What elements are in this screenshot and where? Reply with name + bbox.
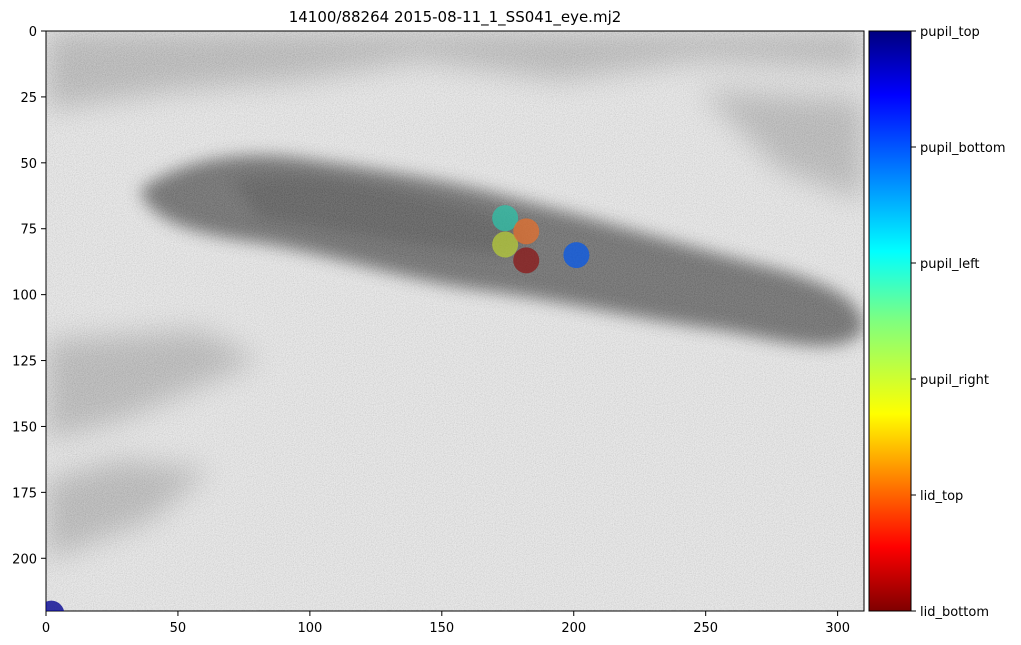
x-tick-label: 100 — [297, 621, 322, 636]
y-tick-label: 0 — [29, 25, 37, 40]
plot-frame — [45, 30, 865, 612]
chart-title: 14100/88264 2015-08-11_1_SS041_eye.mj2 — [289, 8, 622, 27]
marker-pupil-right — [492, 231, 519, 258]
y-axis: 0 25 50 75 100 125 150 175 200 — [12, 25, 46, 567]
y-tick-label: 75 — [20, 223, 37, 238]
x-tick-label: 300 — [825, 621, 850, 636]
colorbar-label-pupil-top: pupil_top — [920, 25, 980, 40]
colorbar-label-lid-top: lid_top — [920, 489, 963, 504]
y-tick-label: 175 — [12, 486, 37, 501]
x-axis: 0 50 100 150 200 250 300 — [42, 611, 850, 636]
marker-pupil-left — [492, 205, 519, 232]
keypoint-markers — [46, 205, 590, 611]
colorbar-label-pupil-bottom: pupil_bottom — [920, 141, 1005, 156]
marker-lid-top — [513, 218, 540, 245]
colorbar-gradient — [868, 30, 912, 612]
y-tick-label: 125 — [12, 355, 37, 370]
y-tick-label: 50 — [20, 157, 37, 172]
marker-lid-bottom — [513, 247, 540, 274]
x-tick-label: 150 — [429, 621, 454, 636]
x-tick-label: 200 — [561, 621, 586, 636]
colorbar-label-pupil-right: pupil_right — [920, 373, 989, 388]
x-tick-label: 250 — [693, 621, 718, 636]
colorbar: pupil_top pupil_bottom pupil_left pupil_rig… — [868, 25, 1005, 620]
y-tick-label: 200 — [12, 552, 37, 567]
colorbar-label-lid-bottom: lid_bottom — [920, 605, 989, 620]
y-tick-label: 150 — [12, 420, 37, 435]
y-tick-label: 100 — [12, 289, 37, 304]
x-tick-label: 50 — [170, 621, 187, 636]
eye-image — [46, 31, 864, 611]
marker-pupil-bottom — [563, 242, 590, 269]
colorbar-labels: pupil_top pupil_bottom pupil_left pupil_rig… — [911, 25, 1005, 620]
x-tick-label: 0 — [42, 621, 50, 636]
y-tick-label: 25 — [20, 91, 37, 106]
colorbar-label-pupil-left: pupil_left — [920, 257, 980, 272]
marker-pupil-top — [46, 600, 65, 611]
